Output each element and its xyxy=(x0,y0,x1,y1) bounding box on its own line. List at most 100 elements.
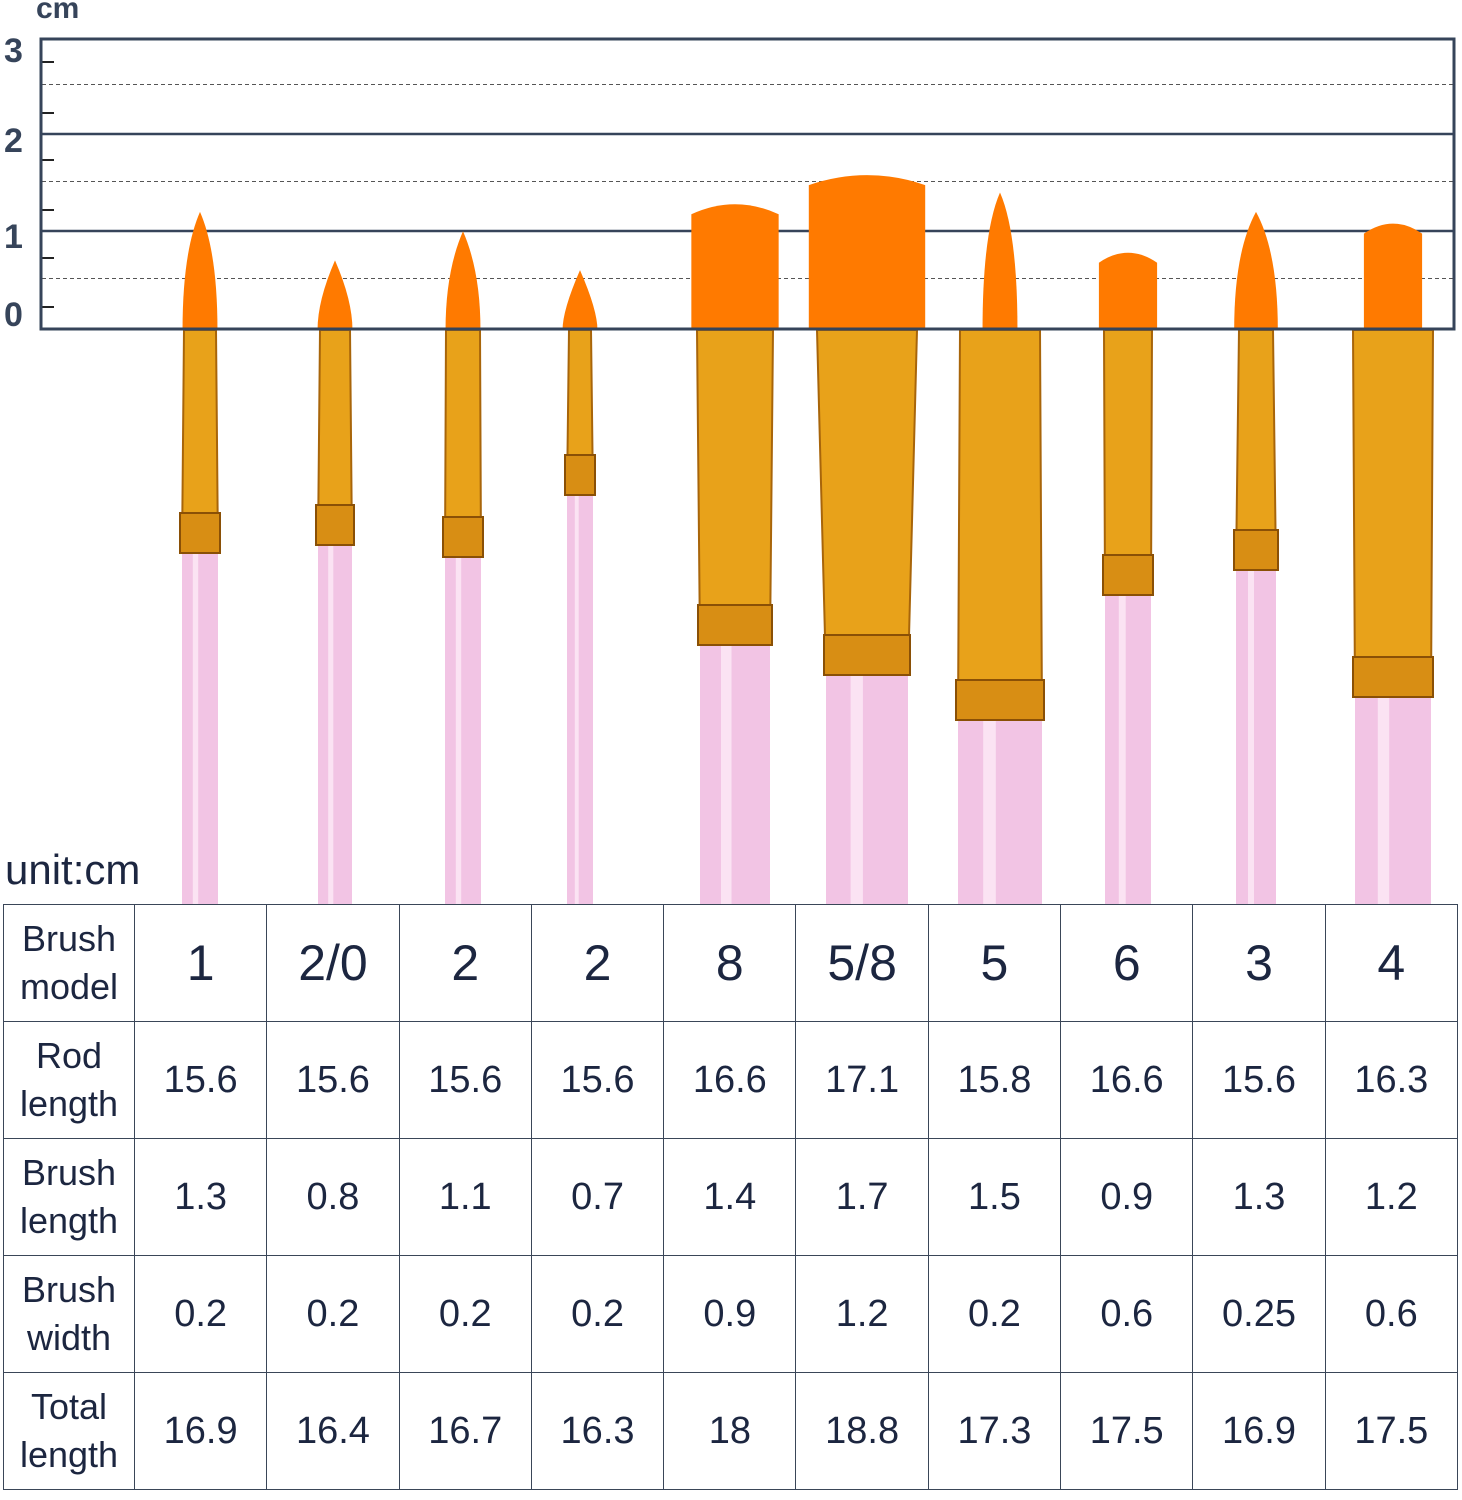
row-header-line: length xyxy=(19,1434,119,1475)
brush-handle xyxy=(826,675,908,904)
brush-ferrule-crimp xyxy=(823,634,911,676)
table-cell: 1.4 xyxy=(663,1138,797,1256)
ruler-tick-label-2: 2 xyxy=(4,122,23,160)
table-cell: 0.2 xyxy=(398,1255,532,1373)
brush-handle xyxy=(1105,595,1151,904)
table-cell: 0.2 xyxy=(530,1255,665,1373)
brush-ferrule-crimp xyxy=(179,512,221,554)
brush-handle xyxy=(958,720,1042,904)
row-header: Rod length xyxy=(3,1021,135,1139)
ruler-frame xyxy=(39,37,1456,331)
table-cell: 15.6 xyxy=(266,1021,400,1139)
table-cell: 0.6 xyxy=(1060,1255,1194,1373)
row-header-line: length xyxy=(19,1083,119,1124)
row-header-line: Total xyxy=(30,1386,108,1427)
table-cell: 0.8 xyxy=(266,1138,400,1256)
table-cell: 17.5 xyxy=(1060,1372,1194,1490)
table-cell: 16.3 xyxy=(1324,1021,1459,1139)
brush-handle-highlight xyxy=(574,495,579,904)
table-cell: 16.4 xyxy=(266,1372,400,1490)
table-cell: 15.6 xyxy=(133,1021,268,1139)
brush-ferrule-crimp xyxy=(564,454,596,496)
table-cell: 1.3 xyxy=(133,1138,268,1256)
brush-ferrule xyxy=(815,329,919,676)
table-cell: 3 xyxy=(1192,904,1326,1022)
brush-bristle xyxy=(317,260,353,330)
row-header: Total length xyxy=(3,1372,135,1490)
table-cell: 2 xyxy=(398,904,532,1022)
brush-bristle xyxy=(562,270,598,330)
row-header-line: model xyxy=(19,966,119,1007)
brush-ferrule-crimp xyxy=(315,504,355,546)
table-cell: 4 xyxy=(1324,904,1459,1022)
table-cell: 15.8 xyxy=(927,1021,1062,1139)
brush-handle-highlight xyxy=(850,675,863,904)
brush-handle-highlight xyxy=(1377,697,1390,904)
table-cell: 0.2 xyxy=(266,1255,400,1373)
table-cell: 15.6 xyxy=(530,1021,665,1139)
table-cell: 16.7 xyxy=(398,1372,532,1490)
row-header-line: Brush xyxy=(21,1269,117,1310)
brush-handle-highlight xyxy=(455,557,462,904)
table-cell: 5/8 xyxy=(795,904,929,1022)
brush-handle-highlight xyxy=(721,645,732,904)
table-cell: 1 xyxy=(133,904,268,1022)
table-row-rod-length: Rod length 15.6 15.6 15.6 15.6 16.6 17.1 15.8 16.… xyxy=(3,1021,1459,1139)
brush-handle-highlight xyxy=(1118,595,1126,904)
brush-handle-highlight xyxy=(192,553,199,904)
brush-handle-highlight xyxy=(1248,570,1254,904)
brush-handle-highlight xyxy=(983,720,996,904)
unit-label: unit:cm xyxy=(5,846,141,893)
brush-bristle xyxy=(1098,252,1158,330)
table-cell: 15.6 xyxy=(398,1021,532,1139)
table-cell: 16.9 xyxy=(1192,1372,1326,1490)
row-header-line: Rod xyxy=(35,1035,103,1076)
table-cell: 0.9 xyxy=(663,1255,797,1373)
brush-bristle xyxy=(1234,211,1278,330)
table-cell: 1.3 xyxy=(1192,1138,1326,1256)
table-cell: 18 xyxy=(663,1372,797,1490)
table-cell: 0.25 xyxy=(1192,1255,1326,1373)
table-cell: 1.2 xyxy=(1324,1138,1459,1256)
ruler-tick-label-0: 0 xyxy=(4,296,23,334)
brush-ferrule xyxy=(1351,329,1435,698)
table-cell: 8 xyxy=(663,904,797,1022)
table-cell: 0.6 xyxy=(1324,1255,1459,1373)
table-cell: 17.1 xyxy=(795,1021,929,1139)
table-row-total-length: Total length 16.9 16.4 16.7 16.3 18 18.8 17.3 17.… xyxy=(3,1372,1459,1490)
table-cell: 16.3 xyxy=(530,1372,665,1490)
brush-handle xyxy=(445,557,481,904)
row-header-line: Brush xyxy=(21,918,117,959)
table-cell: 0.9 xyxy=(1060,1138,1194,1256)
brush-handle xyxy=(318,545,352,904)
row-header: Brush width xyxy=(3,1255,135,1373)
brush-bristle xyxy=(808,175,926,330)
brush-bristle xyxy=(182,211,218,330)
row-header-line: length xyxy=(19,1200,119,1241)
table-cell: 18.8 xyxy=(795,1372,929,1490)
row-header: Brush model xyxy=(3,904,135,1022)
brush-handle xyxy=(700,645,770,904)
table-cell: 1.1 xyxy=(398,1138,532,1256)
table-cell: 2 xyxy=(530,904,665,1022)
table-cell: 17.5 xyxy=(1324,1372,1459,1490)
table-cell: 17.3 xyxy=(927,1372,1062,1490)
ruler-tick-label-1: 1 xyxy=(4,218,23,256)
table-cell: 16.9 xyxy=(133,1372,268,1490)
brush-illustration xyxy=(39,37,1456,904)
table-cell: 1.2 xyxy=(795,1255,929,1373)
ruler-tick-label-3: 3 xyxy=(4,32,23,70)
table-cell: 15.6 xyxy=(1192,1021,1326,1139)
brush-spec-table: Brush model 1 2/0 2 2 8 5/8 5 6 3 4 Rod length 15.6 15.… xyxy=(3,904,1459,1490)
table-cell: 16.6 xyxy=(663,1021,797,1139)
table-row-brush-model: Brush model 1 2/0 2 2 8 5/8 5 6 3 4 xyxy=(3,904,1459,1022)
brush-handle xyxy=(1236,570,1276,904)
brush-handle xyxy=(567,495,593,904)
row-header-line: width xyxy=(26,1317,112,1358)
row-header-line: Brush xyxy=(21,1152,117,1193)
brush-ferrule-crimp xyxy=(1233,529,1279,571)
table-row-brush-length: Brush length 1.3 0.8 1.1 0.7 1.4 1.7 1.5 0.9 1.3 1.… xyxy=(3,1138,1459,1256)
ruler-unit-label: cm xyxy=(36,0,80,25)
brush-handle-highlight xyxy=(328,545,334,904)
brush-bristle xyxy=(445,231,481,330)
